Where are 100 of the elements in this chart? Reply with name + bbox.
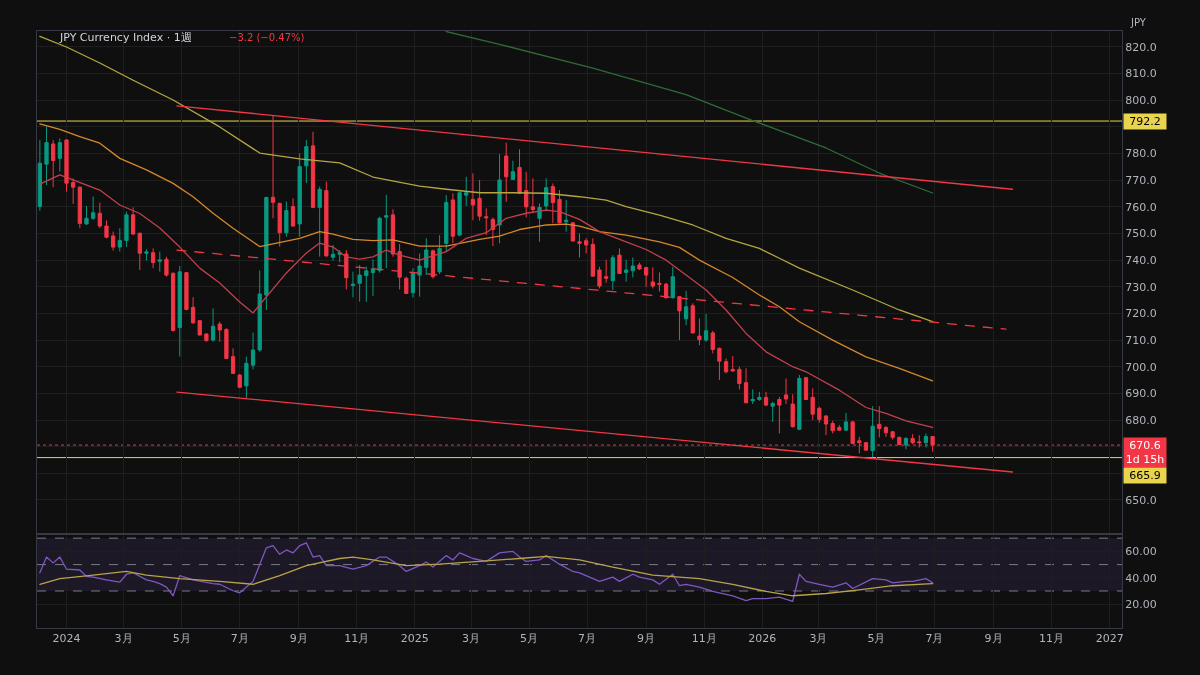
candlestick <box>444 194 449 253</box>
candlestick <box>84 205 89 226</box>
y-tick-label: 650.0 <box>1125 493 1157 507</box>
candlestick <box>517 148 522 195</box>
y-tick-label: 680.0 <box>1125 413 1157 427</box>
candlestick <box>604 259 609 284</box>
line-series <box>39 174 934 429</box>
candlestick <box>357 264 362 303</box>
candlestick <box>657 271 662 293</box>
y-tick-label: 720.0 <box>1125 307 1157 321</box>
candlestick <box>877 405 882 438</box>
candlestick <box>250 332 256 370</box>
candlestick <box>350 271 356 298</box>
ref-line-label: 670.6 1d 15h <box>1125 439 1165 467</box>
x-tick-label: 5月 <box>867 632 886 646</box>
x-tick-label: 5月 <box>520 632 539 646</box>
candlestick <box>290 197 296 228</box>
candlestick <box>304 139 309 184</box>
candlestick <box>104 219 109 239</box>
y-tick-label: 740.0 <box>1125 254 1157 267</box>
candlestick <box>330 244 336 262</box>
candlestick <box>763 391 769 407</box>
candlestick <box>424 237 429 276</box>
x-tick-label: 2026 <box>748 632 777 646</box>
y-tick-label: 20.00 <box>1125 598 1157 612</box>
candlestick <box>564 199 569 233</box>
candlestick <box>650 266 655 289</box>
candlestick <box>584 237 589 254</box>
candlestick <box>843 412 849 432</box>
candlestick <box>810 387 815 421</box>
candlestick <box>71 177 76 205</box>
candlestick <box>237 373 242 389</box>
candlestick <box>284 201 289 238</box>
y-tick-label: 800.0 <box>1125 94 1157 108</box>
x-tick-label: 2027 <box>1095 632 1124 646</box>
candlestick <box>670 266 675 300</box>
x-tick-label: 11月 <box>691 632 717 646</box>
candlestick <box>544 177 549 211</box>
candlestick <box>97 202 102 229</box>
candlestick <box>797 374 802 431</box>
candlestick <box>683 290 689 326</box>
candlestick <box>863 441 869 452</box>
candlestick <box>530 177 535 214</box>
candlestick <box>337 249 342 263</box>
candlestick <box>130 206 136 236</box>
candlestick <box>737 366 742 390</box>
line-series <box>39 123 934 382</box>
candlestick <box>470 172 476 221</box>
candlestick <box>364 266 369 303</box>
candlestick <box>390 208 396 258</box>
candlestick <box>803 376 809 401</box>
candlestick <box>903 436 909 450</box>
candlestick <box>757 391 762 401</box>
candlestick <box>710 330 715 354</box>
candlestick <box>224 327 229 360</box>
candlestick <box>690 302 695 334</box>
candlestick <box>117 227 122 253</box>
candlestick <box>637 262 642 271</box>
candlestick <box>610 254 615 291</box>
x-tick-label: 9月 <box>289 632 308 646</box>
candlestick <box>137 232 142 271</box>
x-tick-label: 5月 <box>172 632 191 646</box>
candlestick <box>244 356 249 399</box>
candlestick <box>590 237 595 278</box>
candlestick <box>617 247 622 275</box>
candlestick <box>837 424 842 432</box>
candlestick <box>190 296 196 325</box>
candlestick <box>730 355 735 373</box>
y-tick-label: 810.0 <box>1125 67 1157 81</box>
candlestick <box>124 211 129 248</box>
candlestick <box>197 319 202 337</box>
candlestick <box>384 194 389 269</box>
x-tick-label: 7月 <box>578 632 597 646</box>
candlestick <box>377 216 382 274</box>
y-tick-label: 820.0 <box>1125 40 1157 54</box>
y-tick-label: 710.0 <box>1125 333 1157 347</box>
chart-subtitle: −3.2 (−0.47%) <box>229 32 305 43</box>
candlestick <box>743 367 749 404</box>
y-tick-label: 780.0 <box>1125 147 1157 161</box>
candlestick <box>477 179 482 222</box>
candlestick <box>717 347 722 381</box>
candlestick <box>410 267 416 298</box>
x-tick-label: 7月 <box>230 632 249 646</box>
candlestick <box>830 420 835 434</box>
candlestick <box>217 321 222 343</box>
candlestick <box>597 266 602 289</box>
candlestick <box>297 152 302 238</box>
candlestick <box>504 142 509 203</box>
candlestick <box>264 196 269 311</box>
candlestick <box>317 186 322 258</box>
candlestick <box>510 160 516 181</box>
candlestick <box>723 357 729 374</box>
candlestick <box>111 231 116 252</box>
candlestick <box>437 234 442 275</box>
candlestick <box>817 406 822 424</box>
candlestick <box>150 247 156 269</box>
candlestick <box>204 332 209 343</box>
candlestick <box>210 307 216 343</box>
line-series <box>39 542 934 603</box>
candlestick <box>170 272 176 333</box>
